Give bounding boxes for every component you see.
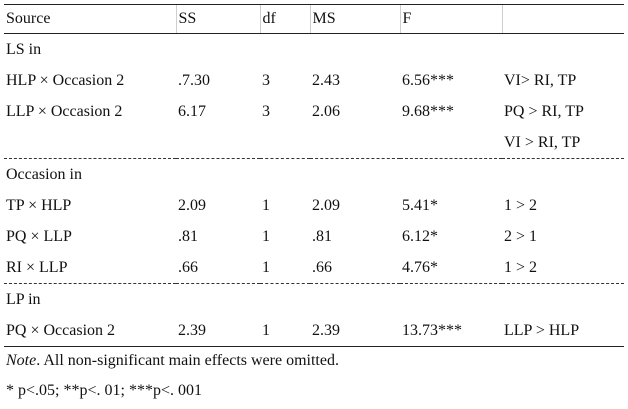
cell-source: LLP × Occasion 2	[6, 103, 123, 120]
cell-posthoc: VI > RI, TP	[504, 134, 581, 151]
cell-ss: 2.39	[176, 315, 260, 347]
cell-ms: 2.09	[312, 197, 340, 214]
header-ms: MS	[309, 4, 400, 34]
cell-source: HLP × Occasion 2	[6, 72, 125, 89]
section-title-row: LP in	[4, 283, 624, 315]
cell-f: 9.68***	[402, 103, 454, 120]
table-row: TP × HLP 2.09 1 2.09 5.41* 1 > 2	[4, 190, 624, 221]
cell-f: 6.56***	[402, 72, 454, 89]
cell-posthoc: 1 > 2	[504, 197, 538, 214]
cell-ms: .81	[312, 228, 332, 245]
cell-posthoc: 1 > 2	[504, 259, 538, 276]
anova-table: Source SS df MS F LS in HLP × Occasion 2…	[4, 4, 624, 347]
cell-ss: .7.30	[178, 72, 210, 89]
cell-f: 5.41*	[402, 197, 438, 214]
table-row: RI × LLP .66 1 .66 4.76* 1 > 2	[4, 252, 624, 284]
cell-ss: 6.17	[178, 103, 206, 120]
cell-f: 6.12*	[402, 228, 438, 245]
cell-ss: .81	[178, 228, 198, 245]
cell-f: 4.76*	[402, 259, 438, 276]
cell-ms	[310, 127, 400, 159]
cell-df: 1	[262, 259, 270, 276]
cell-df: 1	[260, 315, 310, 347]
anova-table-container: Source SS df MS F LS in HLP × Occasion 2…	[4, 4, 624, 347]
cell-posthoc: VI> RI, TP	[504, 72, 577, 89]
section-title-row: Occasion in	[4, 158, 624, 190]
cell-df	[260, 127, 310, 159]
cell-ss	[176, 127, 260, 159]
cell-ms: 2.39	[310, 315, 400, 347]
table-row: PQ × LLP .81 1 .81 6.12* 2 > 1	[4, 221, 624, 252]
note-label: Note	[6, 352, 37, 369]
cell-posthoc: LLP > HLP	[502, 315, 624, 347]
cell-df: 3	[262, 72, 270, 89]
cell-f: 13.73***	[400, 315, 502, 347]
note-text: . All non-significant main effects were …	[36, 352, 339, 369]
header-f: F	[399, 4, 502, 34]
cell-ms: 2.06	[312, 103, 340, 120]
cell-source: PQ × LLP	[6, 228, 72, 245]
cell-posthoc: 2 > 1	[504, 228, 538, 245]
table-row: PQ × Occasion 2 2.39 1 2.39 13.73*** LLP…	[4, 315, 624, 347]
cell-df: 1	[262, 197, 270, 214]
cell-source	[4, 127, 176, 159]
header-ss: SS	[175, 4, 260, 34]
cell-ms: 2.43	[312, 72, 340, 89]
cell-ss: .66	[178, 259, 198, 276]
cell-ss: 2.09	[178, 197, 206, 214]
cell-posthoc: PQ > RI, TP	[504, 103, 584, 120]
cell-df: 3	[262, 103, 270, 120]
table-row: LLP × Occasion 2 6.17 3 2.06 9.68*** PQ …	[4, 96, 624, 127]
table-row: HLP × Occasion 2 .7.30 3 2.43 6.56*** VI…	[4, 65, 624, 96]
table-notes: Note. All non-significant main effects w…	[6, 346, 339, 406]
section-title: LP in	[4, 283, 176, 315]
significance-legend: * p<.05; **p<. 01; ***p<. 001	[6, 382, 202, 399]
cell-f	[400, 127, 502, 159]
section-title-row: LS in	[4, 34, 624, 66]
cell-ms: .66	[312, 259, 332, 276]
table-header-row: Source SS df MS F	[4, 4, 624, 34]
note-line: Note. All non-significant main effects w…	[6, 346, 339, 376]
header-posthoc	[501, 4, 624, 34]
cell-df: 1	[262, 228, 270, 245]
cell-source: PQ × Occasion 2	[4, 315, 176, 347]
cell-source: RI × LLP	[6, 259, 68, 276]
header-df: df	[259, 4, 310, 34]
cell-source: TP × HLP	[6, 197, 72, 214]
header-source: Source	[4, 4, 176, 34]
section-title: Occasion in	[4, 158, 176, 190]
table-row: VI > RI, TP	[4, 127, 624, 159]
section-title: LS in	[6, 41, 42, 58]
